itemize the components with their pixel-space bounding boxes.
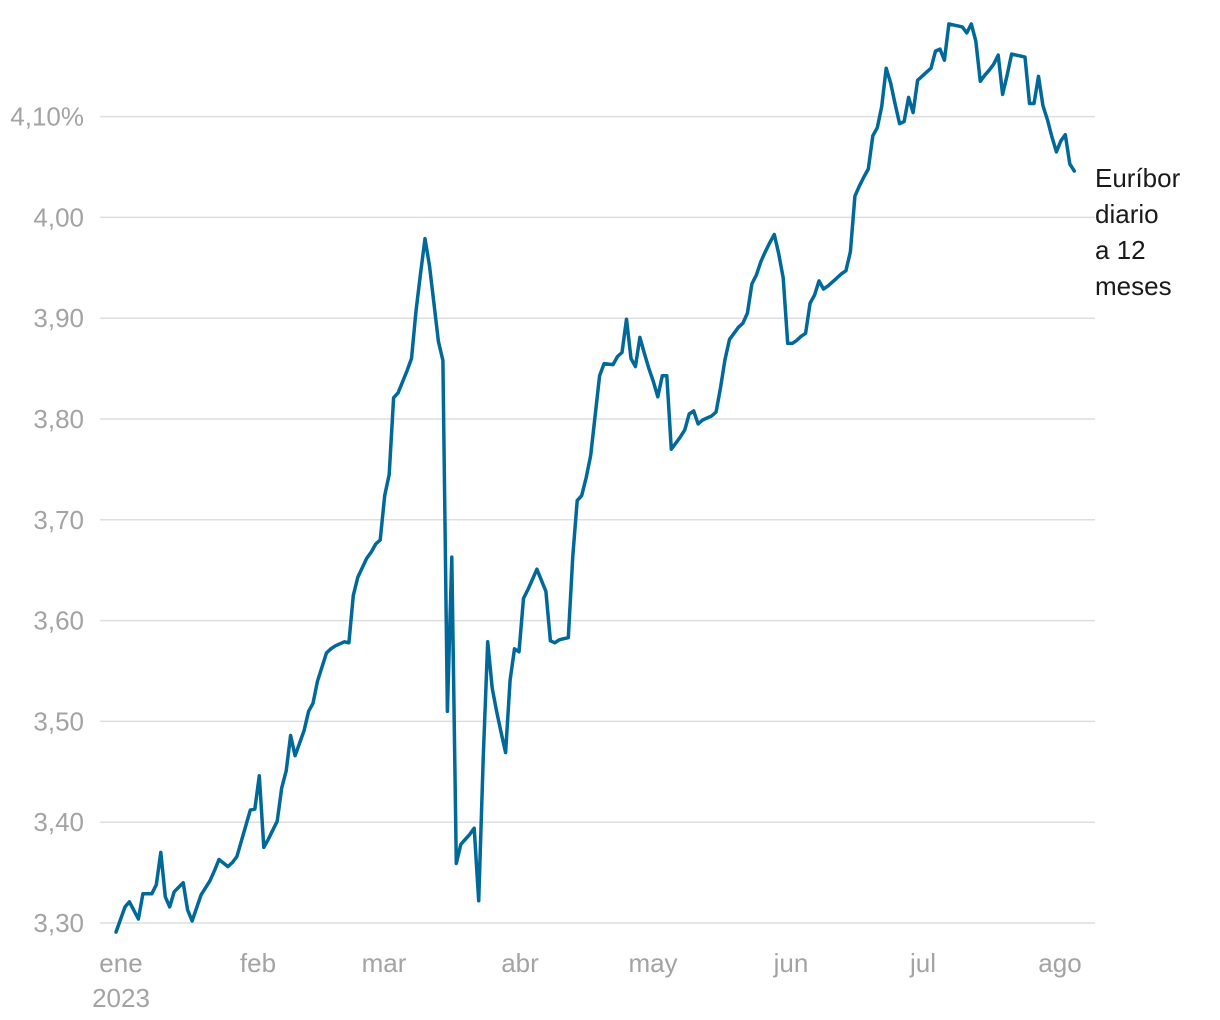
series-label-line: meses (1095, 271, 1172, 301)
y-tick-label: 3,70 (33, 505, 84, 535)
y-tick-label: 3,30 (33, 908, 84, 938)
x-axis-ticks: ene 2023 feb mar abr may jun jul ago (92, 948, 1082, 1013)
x-tick-label: ago (1038, 948, 1081, 978)
y-tick-label: 4,00 (33, 202, 84, 232)
x-tick-label: feb (240, 948, 276, 978)
y-tick-label: 3,40 (33, 807, 84, 837)
y-tick-label: 3,90 (33, 303, 84, 333)
x-tick-label: mar (362, 948, 407, 978)
x-tick-label: abr (501, 948, 539, 978)
gridlines (100, 115, 1095, 924)
y-axis-ticks: 3,30 3,40 3,50 3,60 3,70 3,80 3,90 4,00 4,10% (10, 102, 84, 938)
series-label-line: Euríbor (1095, 163, 1181, 193)
x-tick-year-label: 2023 (92, 983, 150, 1013)
series-line-euribor (114, 22, 1077, 934)
x-tick-label: ene (99, 948, 142, 978)
series-label-line: a 12 (1095, 235, 1146, 265)
series-label-line: diario (1095, 199, 1159, 229)
x-tick-label: jun (773, 948, 809, 978)
series-layer (114, 22, 1077, 934)
y-tick-label: 3,50 (33, 706, 84, 736)
y-tick-label: 4,10% (10, 102, 84, 132)
y-tick-label: 3,60 (33, 606, 84, 636)
x-tick-label: may (628, 948, 677, 978)
series-label: Euríbor diario a 12 meses (1095, 163, 1181, 301)
y-tick-label: 3,80 (33, 404, 84, 434)
x-tick-label: jul (909, 948, 936, 978)
